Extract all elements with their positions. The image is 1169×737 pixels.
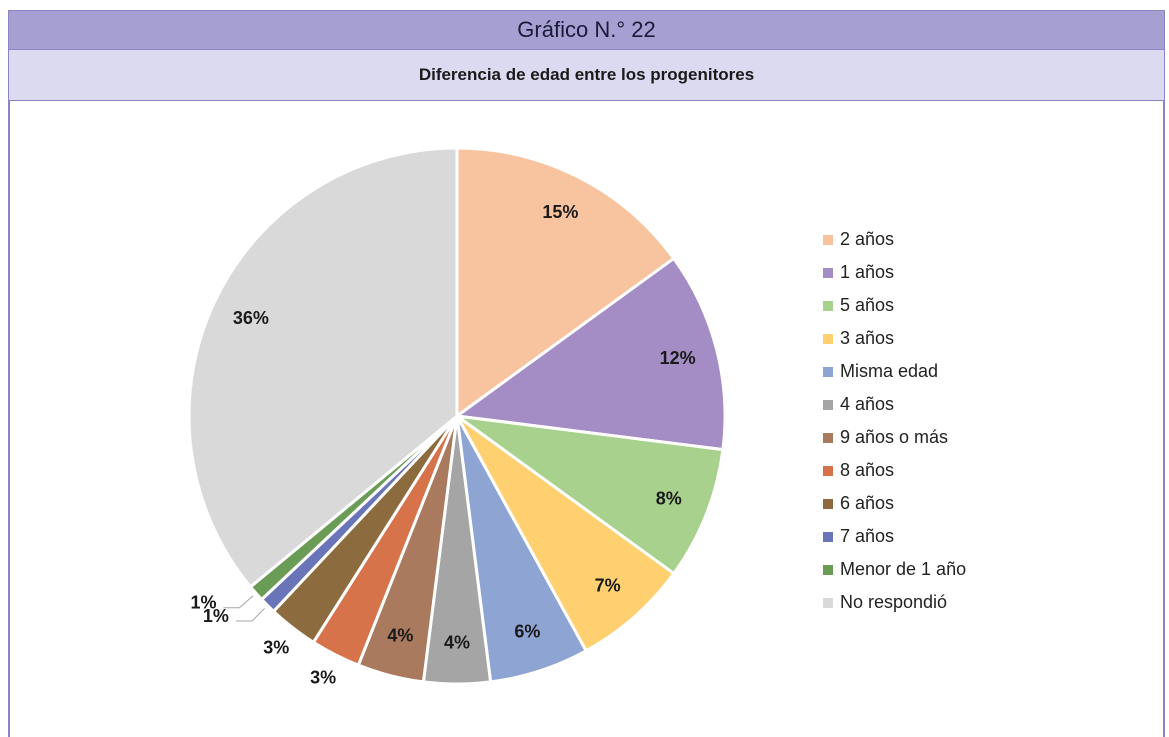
data-label: 4% <box>387 625 413 645</box>
chart-title: Gráfico N.° 22 <box>8 10 1165 50</box>
leader-line <box>223 595 254 609</box>
pie-slice <box>187 146 459 589</box>
legend-swatch <box>823 433 833 443</box>
data-label: 1% <box>190 593 216 613</box>
data-label: 12% <box>660 348 696 368</box>
legend-swatch <box>823 466 833 476</box>
data-label: 3% <box>310 667 336 687</box>
legend-label: 4 años <box>840 394 894 414</box>
data-label: 15% <box>542 202 578 222</box>
leader-line <box>235 607 266 622</box>
legend-label: 6 años <box>840 493 894 513</box>
legend-swatch <box>823 268 833 278</box>
data-label: 3% <box>263 638 289 658</box>
panel-frame <box>8 10 1165 737</box>
data-label: 36% <box>233 308 269 328</box>
pie-slice <box>455 414 676 653</box>
legend-swatch <box>823 301 833 311</box>
legend-label: 3 años <box>840 328 894 348</box>
data-label: 1% <box>203 606 229 626</box>
pie-slice <box>453 256 727 452</box>
legend-label: 2 años <box>840 229 894 249</box>
legend-swatch <box>823 565 833 575</box>
data-label: 8% <box>656 489 682 509</box>
legend-label: Menor de 1 año <box>840 559 966 579</box>
pie-slice <box>455 146 676 419</box>
legend-label: 7 años <box>840 526 894 546</box>
legend-swatch <box>823 367 833 377</box>
legend-label: Misma edad <box>840 361 938 381</box>
legend-swatch <box>823 499 833 509</box>
legend-swatch <box>823 334 833 344</box>
legend-label: 9 años o más <box>840 427 948 447</box>
legend-label: 1 años <box>840 262 894 282</box>
data-label: 7% <box>595 576 621 596</box>
data-label: 6% <box>514 621 540 641</box>
legend-label: 8 años <box>840 460 894 480</box>
pie-slice <box>456 414 725 576</box>
legend-label: 5 años <box>840 295 894 315</box>
legend-swatch <box>823 235 833 245</box>
legend-label: No respondió <box>840 592 947 612</box>
chart-subtitle: Diferencia de edad entre los progenitore… <box>8 50 1165 101</box>
legend-swatch <box>823 532 833 542</box>
data-label: 4% <box>444 633 470 653</box>
legend-swatch <box>823 400 833 410</box>
legend-swatch <box>823 598 833 608</box>
